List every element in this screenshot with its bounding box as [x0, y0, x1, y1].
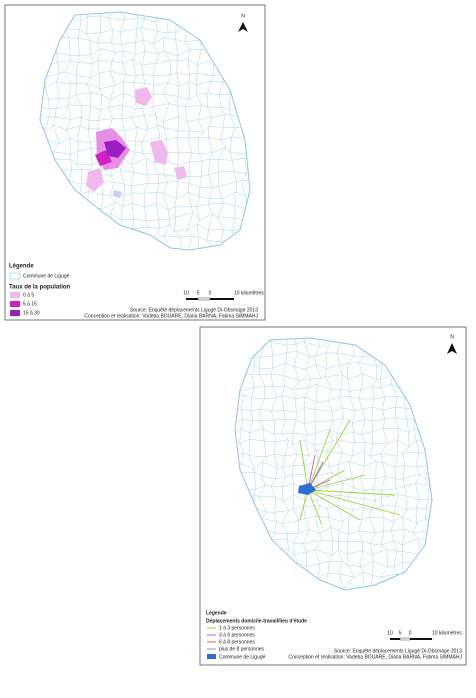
legend-label: 0 à 5: [23, 292, 34, 298]
scale-label: 0: [409, 630, 412, 636]
scale-label: 10 kilomètres: [234, 290, 264, 296]
legend-swatch: [10, 292, 20, 298]
legend-label: 1 à 3 personnes: [219, 625, 255, 631]
legend-swatch: [10, 310, 20, 316]
scale-label: 10: [387, 630, 393, 636]
legend-label: Commune de Ligugé: [219, 654, 266, 660]
commune-zone: [86, 168, 104, 192]
legend-title: Légende: [9, 264, 34, 270]
north-label: N: [241, 13, 245, 19]
scale-label: 0: [209, 290, 212, 296]
legend-subtitle: Taux de la population: [9, 285, 71, 291]
legend-label: Commune de Ligugé: [23, 273, 70, 279]
source: Source: Enquête déplacements Ligugé Di-O…: [130, 307, 258, 313]
legend-label: 3 à 6 personnes: [219, 632, 255, 638]
legend-swatch: [207, 654, 216, 659]
commune-zone: [104, 140, 126, 158]
legend-swatch: [9, 272, 21, 280]
scale-label: 5: [197, 290, 200, 296]
flows: [298, 419, 401, 526]
commune-zone: [150, 140, 168, 165]
legend-subtitle: Déplacements domicile-travail/lieu d'étu…: [206, 618, 307, 624]
north-label: N: [450, 334, 454, 340]
commune-zone: [174, 166, 187, 180]
choropleth: [86, 87, 187, 198]
north-arrow: N: [238, 13, 248, 32]
commune-zone: [113, 190, 122, 198]
commune-zone: [135, 87, 152, 106]
legend-label: 6 à 8 personnes: [219, 639, 255, 645]
communes: [40, 12, 250, 250]
legend-swatch: [10, 301, 20, 307]
legend-label: plus de 8 personnes: [219, 646, 265, 652]
scale-bar: 10 5 0 10 kilomètres: [387, 630, 462, 641]
legend-title: Légende: [206, 610, 227, 616]
scale-label: 10 kilomètres: [432, 630, 462, 636]
legend-label: 5 à 15: [23, 301, 37, 307]
commune-borders: [40, 12, 250, 250]
scale-label: 10: [183, 290, 189, 296]
north-arrow: N: [447, 334, 457, 354]
source: Source: Enquête déplacements Ligugé Di-O…: [334, 648, 462, 654]
scale-label: 5: [399, 630, 402, 636]
legend-label: 15 à 30: [23, 310, 40, 316]
credits: Conception et réalisation: Vadeba BOUARE…: [288, 654, 462, 660]
scale-bar: 10 5 0 10 kilomètres: [183, 290, 264, 301]
credits: Conception et réalisation: Vadeba BOUARE…: [84, 313, 258, 319]
